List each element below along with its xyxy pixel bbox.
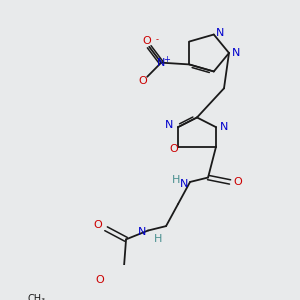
Text: N: N — [220, 122, 228, 132]
Text: -: - — [156, 35, 159, 44]
Text: O: O — [139, 76, 148, 86]
Text: O: O — [96, 275, 104, 285]
Text: O: O — [143, 37, 152, 46]
Text: N: N — [216, 28, 224, 38]
Text: N: N — [232, 48, 240, 58]
Text: H: H — [172, 175, 180, 185]
Text: N: N — [165, 120, 173, 130]
Text: N: N — [138, 227, 146, 237]
Text: O: O — [169, 144, 178, 154]
Text: N: N — [180, 179, 188, 189]
Text: H: H — [154, 234, 162, 244]
Text: +: + — [163, 56, 169, 64]
Text: O: O — [94, 220, 102, 230]
Text: N: N — [157, 58, 165, 68]
Text: CH₃: CH₃ — [28, 294, 46, 300]
Text: O: O — [234, 177, 242, 187]
